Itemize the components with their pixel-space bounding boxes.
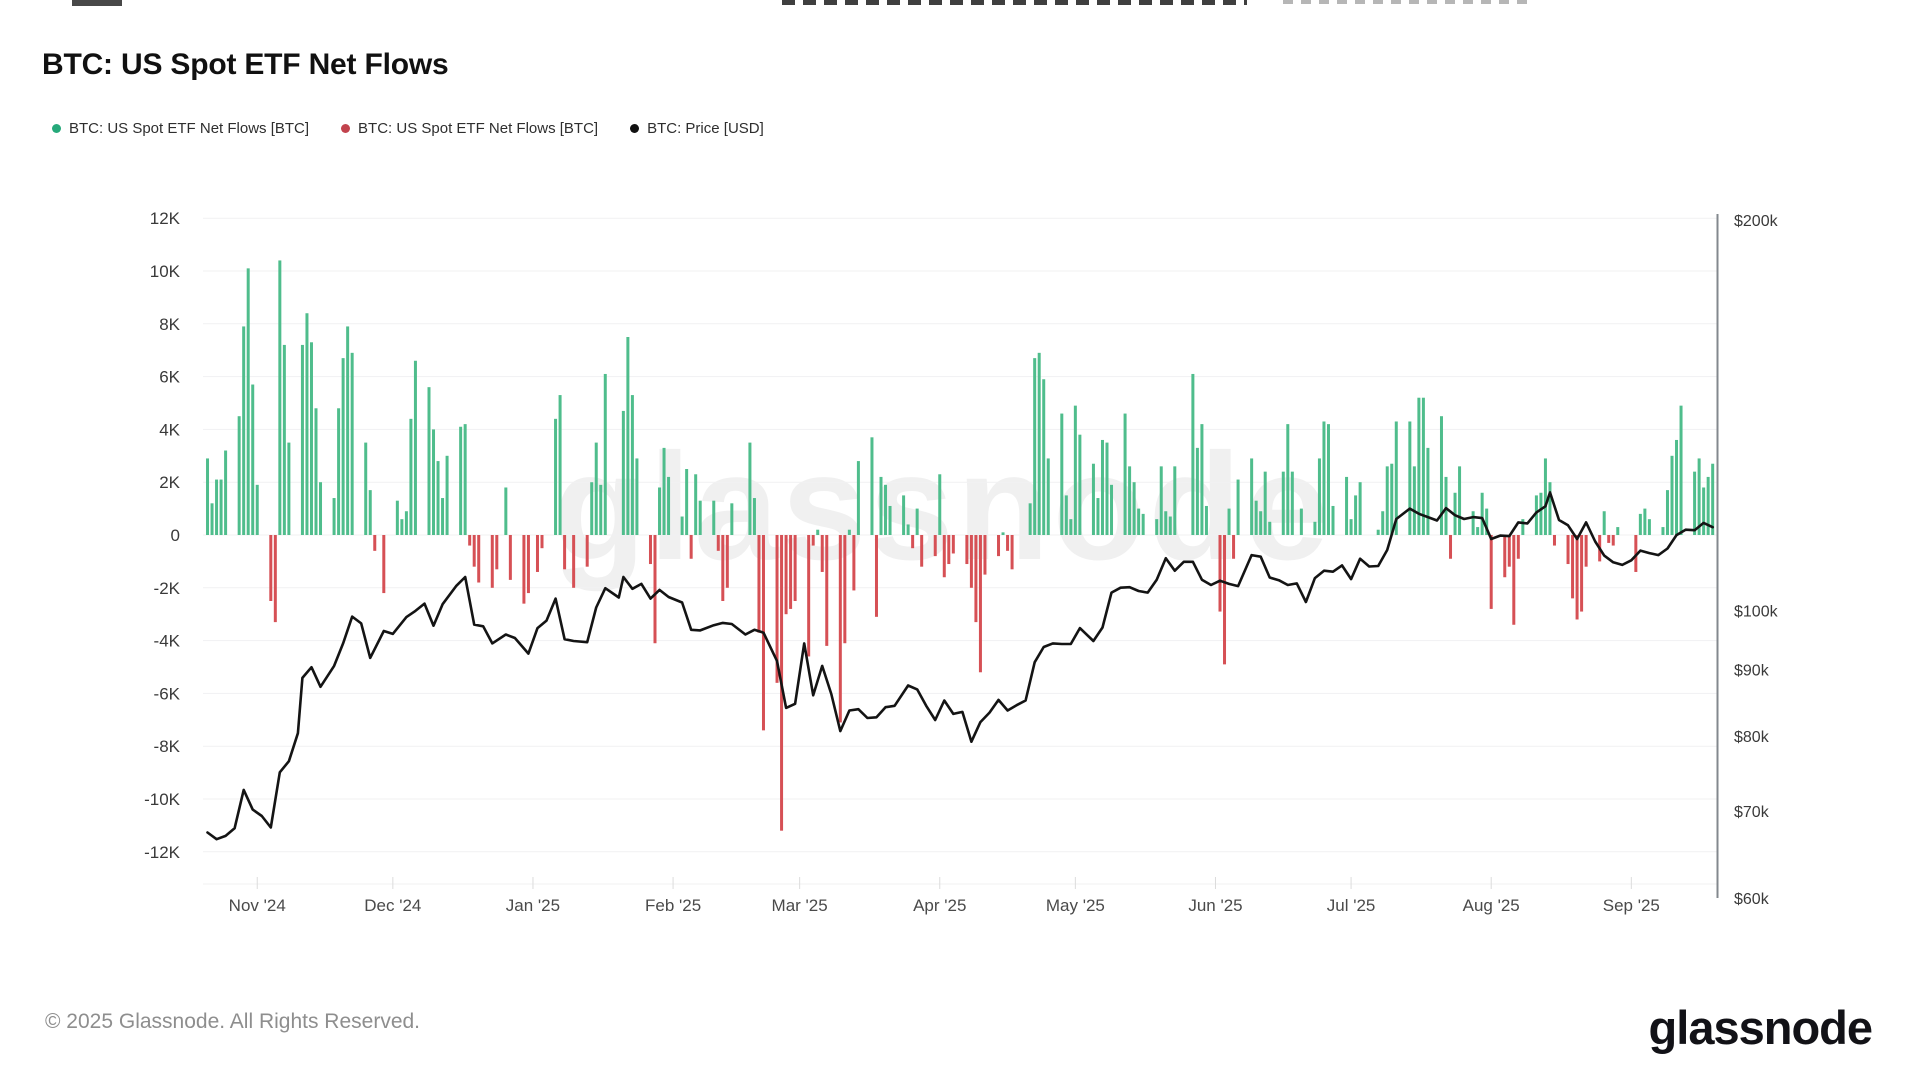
svg-text:$60k: $60k: [1734, 891, 1770, 908]
svg-text:Aug '25: Aug '25: [1463, 896, 1520, 915]
svg-text:Jan '25: Jan '25: [506, 896, 560, 915]
svg-text:10K: 10K: [150, 262, 181, 281]
svg-text:6K: 6K: [159, 368, 180, 387]
svg-text:2K: 2K: [159, 473, 180, 492]
copyright-text: © 2025 Glassnode. All Rights Reserved.: [45, 1010, 421, 1033]
green-dot-icon: [52, 124, 61, 133]
black-dot-icon: [630, 124, 640, 133]
svg-text:Dec '24: Dec '24: [364, 896, 421, 915]
svg-text:Jun '25: Jun '25: [1188, 896, 1242, 915]
red-dot-icon: [341, 124, 351, 133]
svg-text:$70k: $70k: [1734, 804, 1770, 821]
page-title: BTC: US Spot ETF Net Flows: [42, 48, 449, 81]
legend-item-price[interactable]: BTC: Price [USD]: [630, 120, 764, 137]
svg-text:-6K: -6K: [154, 684, 181, 703]
svg-text:Nov '24: Nov '24: [229, 896, 286, 915]
legend-label: BTC: US Spot ETF Net Flows [BTC]: [69, 120, 310, 137]
chart-legend: BTC: US Spot ETF Net Flows [BTC] BTC: US…: [52, 120, 764, 137]
svg-text:Mar '25: Mar '25: [772, 896, 828, 915]
svg-text:12K: 12K: [150, 209, 181, 228]
cropped-top-text-artifact: [1283, 0, 1533, 4]
svg-text:$80k: $80k: [1734, 729, 1770, 746]
svg-text:-10K: -10K: [144, 790, 181, 809]
svg-text:Jul '25: Jul '25: [1327, 896, 1376, 915]
svg-text:May '25: May '25: [1046, 896, 1105, 915]
svg-text:-8K: -8K: [154, 737, 181, 756]
svg-text:$100k: $100k: [1734, 603, 1779, 620]
svg-text:$200k: $200k: [1734, 213, 1779, 230]
svg-text:Apr '25: Apr '25: [913, 896, 966, 915]
legend-label: BTC: Price [USD]: [647, 120, 764, 137]
svg-text:Feb '25: Feb '25: [645, 896, 701, 915]
svg-text:8K: 8K: [159, 315, 180, 334]
cropped-top-text-artifact: [782, 0, 1247, 5]
legend-label: BTC: US Spot ETF Net Flows [BTC]: [358, 120, 599, 137]
svg-text:-2K: -2K: [154, 579, 181, 598]
svg-text:-12K: -12K: [144, 843, 181, 862]
svg-text:0: 0: [171, 526, 180, 545]
svg-text:-4K: -4K: [154, 632, 181, 651]
legend-item-netflows-negative[interactable]: BTC: US Spot ETF Net Flows [BTC]: [341, 120, 598, 137]
cropped-top-text-artifact: [72, 0, 122, 6]
legend-item-netflows-positive[interactable]: BTC: US Spot ETF Net Flows [BTC]: [52, 120, 309, 137]
glassnode-logo[interactable]: glassnode: [1648, 1001, 1873, 1054]
svg-text:$90k: $90k: [1734, 663, 1770, 680]
svg-text:Sep '25: Sep '25: [1603, 896, 1660, 915]
svg-text:4K: 4K: [159, 420, 180, 439]
